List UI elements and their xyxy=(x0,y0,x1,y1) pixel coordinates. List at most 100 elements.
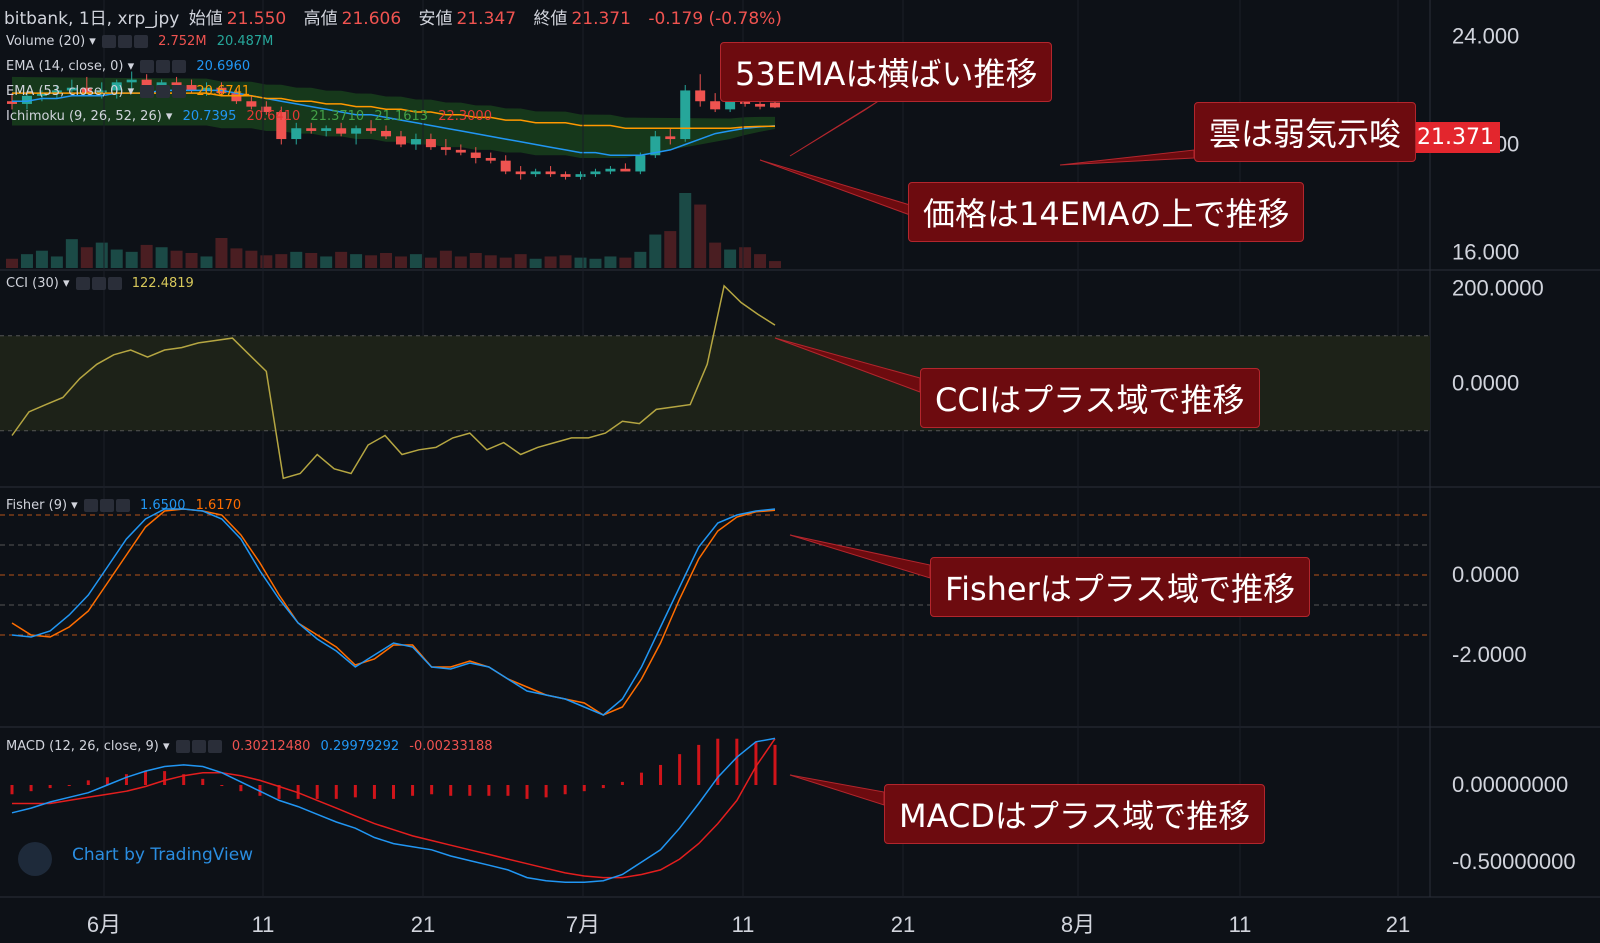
candle-body xyxy=(246,101,257,107)
price-tick-label: 24.000 xyxy=(1452,23,1519,48)
tradingview-watermark[interactable]: Chart by TradingView xyxy=(72,845,254,865)
time-tick-label: 11 xyxy=(252,912,275,937)
macd-histogram-bar xyxy=(639,772,643,785)
candle-body xyxy=(321,128,332,131)
macd-histogram-bar xyxy=(430,785,434,795)
volume-bar xyxy=(709,242,722,268)
macd-tick-label: -0.50000000 xyxy=(1452,849,1576,874)
candle-body xyxy=(560,174,571,177)
eye-icon[interactable] xyxy=(75,277,90,290)
volume-bar xyxy=(50,256,63,268)
volume-bar xyxy=(409,254,422,268)
eye-icon[interactable] xyxy=(140,85,155,98)
symbol-label[interactable]: bitbank, 1日, xrp_jpy xyxy=(4,9,180,29)
candle-body xyxy=(201,87,212,91)
candle-body xyxy=(336,128,347,134)
open-label: 始値 xyxy=(188,9,223,29)
legend-fisher-name: Fisher (9) xyxy=(6,498,68,513)
eye-icon[interactable] xyxy=(140,60,155,73)
time-tick-label: 8月 xyxy=(1061,912,1095,937)
legend-ichimoku[interactable]: Ichimoku (9, 26, 52, 26) ▾ 20.7395 20.64… xyxy=(6,109,492,124)
candle-body xyxy=(575,174,586,177)
macd-signal-line xyxy=(12,738,776,879)
macd-histogram-bar xyxy=(563,785,567,795)
price-tick-label: 16.000 xyxy=(1452,239,1519,264)
volume-bar xyxy=(380,253,393,268)
time-tick-label: 21 xyxy=(891,912,915,937)
volume-bar xyxy=(125,251,138,268)
candle-body xyxy=(306,128,317,131)
fisher-tick-label: 0.0000 xyxy=(1452,562,1519,587)
volume-bar xyxy=(694,204,707,268)
candle-body xyxy=(725,98,736,110)
legend-cci[interactable]: CCI (30) ▾ 122.4819 xyxy=(6,276,194,291)
volume-bar xyxy=(110,249,123,268)
time-tick-label: 11 xyxy=(732,912,755,937)
volume-bar xyxy=(20,254,33,268)
candle-body xyxy=(500,160,511,172)
time-tick-label: 11 xyxy=(1229,912,1252,937)
change-value: -0.179 (-0.78%) xyxy=(648,9,782,29)
high-label: 高値 xyxy=(303,9,338,29)
candle-body xyxy=(366,128,377,131)
eye-icon[interactable] xyxy=(101,35,116,48)
volume-bar xyxy=(439,250,452,268)
callout-fisher: Fisherはプラス域で推移 xyxy=(930,557,1311,617)
close-icon[interactable] xyxy=(115,499,130,512)
gear-icon[interactable] xyxy=(191,740,206,753)
volume-bar xyxy=(35,250,48,268)
legend-ema53[interactable]: EMA (53, close, 0) ▾ 20.6741 xyxy=(6,84,251,99)
candle-body xyxy=(351,128,362,134)
macd-histogram-bar xyxy=(487,785,491,796)
legend-volume[interactable]: Volume (20) ▾ 2.752M 20.487M xyxy=(6,34,274,49)
legend-ema14[interactable]: EMA (14, close, 0) ▾ 20.6960 xyxy=(6,59,251,74)
volume-bar xyxy=(290,251,303,268)
candle-body xyxy=(515,171,526,175)
eye-icon[interactable] xyxy=(83,499,98,512)
macd-histogram-bar xyxy=(315,785,319,799)
macd-histogram-bar xyxy=(124,774,128,785)
candle-body xyxy=(455,149,466,153)
gear-icon[interactable] xyxy=(156,85,171,98)
legend-ichimoku-name: Ichimoku (9, 26, 52, 26) xyxy=(6,109,162,124)
candle-body xyxy=(186,85,197,91)
volume-bar xyxy=(95,242,108,268)
close-icon[interactable] xyxy=(172,60,187,73)
cci-line xyxy=(11,284,776,480)
volume-bar xyxy=(499,257,512,268)
gear-icon[interactable] xyxy=(117,35,132,48)
volume-bar xyxy=(529,258,542,268)
close-icon[interactable] xyxy=(107,277,122,290)
macd-histogram-bar xyxy=(67,785,71,786)
candle-body xyxy=(650,136,661,156)
macd-histogram-bar xyxy=(601,785,605,789)
eye-icon[interactable] xyxy=(175,740,190,753)
gear-icon[interactable] xyxy=(91,277,106,290)
volume-bar xyxy=(65,239,78,268)
volume-bar xyxy=(454,256,467,268)
legend-macd[interactable]: MACD (12, 26, close, 9) ▾ 0.30212480 0.2… xyxy=(6,739,493,754)
macd-histogram-bar xyxy=(678,754,682,785)
time-tick-label: 21 xyxy=(411,912,435,937)
candle-body xyxy=(695,90,706,102)
macd-histogram-bar xyxy=(201,778,205,785)
gear-icon[interactable] xyxy=(99,499,114,512)
legend-ema14-name: EMA (14, close, 0) xyxy=(6,59,124,74)
open-value: 21.550 xyxy=(226,9,287,29)
macd-tick-label: 0.00000000 xyxy=(1452,772,1568,797)
callout-pointer xyxy=(789,99,881,157)
candle-body xyxy=(425,139,436,148)
legend-fisher[interactable]: Fisher (9) ▾ 1.6500 1.6170 xyxy=(6,498,242,513)
gear-icon[interactable] xyxy=(156,60,171,73)
macd-histogram-bar xyxy=(144,771,148,785)
candle-body xyxy=(395,136,406,145)
legend-volume-v2: 20.487M xyxy=(216,34,274,49)
callout-pointer xyxy=(789,774,885,806)
volume-bar xyxy=(589,258,602,268)
close-icon[interactable] xyxy=(133,35,148,48)
close-icon[interactable] xyxy=(172,85,187,98)
candle-body xyxy=(7,101,17,104)
close-icon[interactable] xyxy=(207,740,222,753)
volume-bar xyxy=(200,256,213,268)
volume-bar xyxy=(80,247,93,268)
